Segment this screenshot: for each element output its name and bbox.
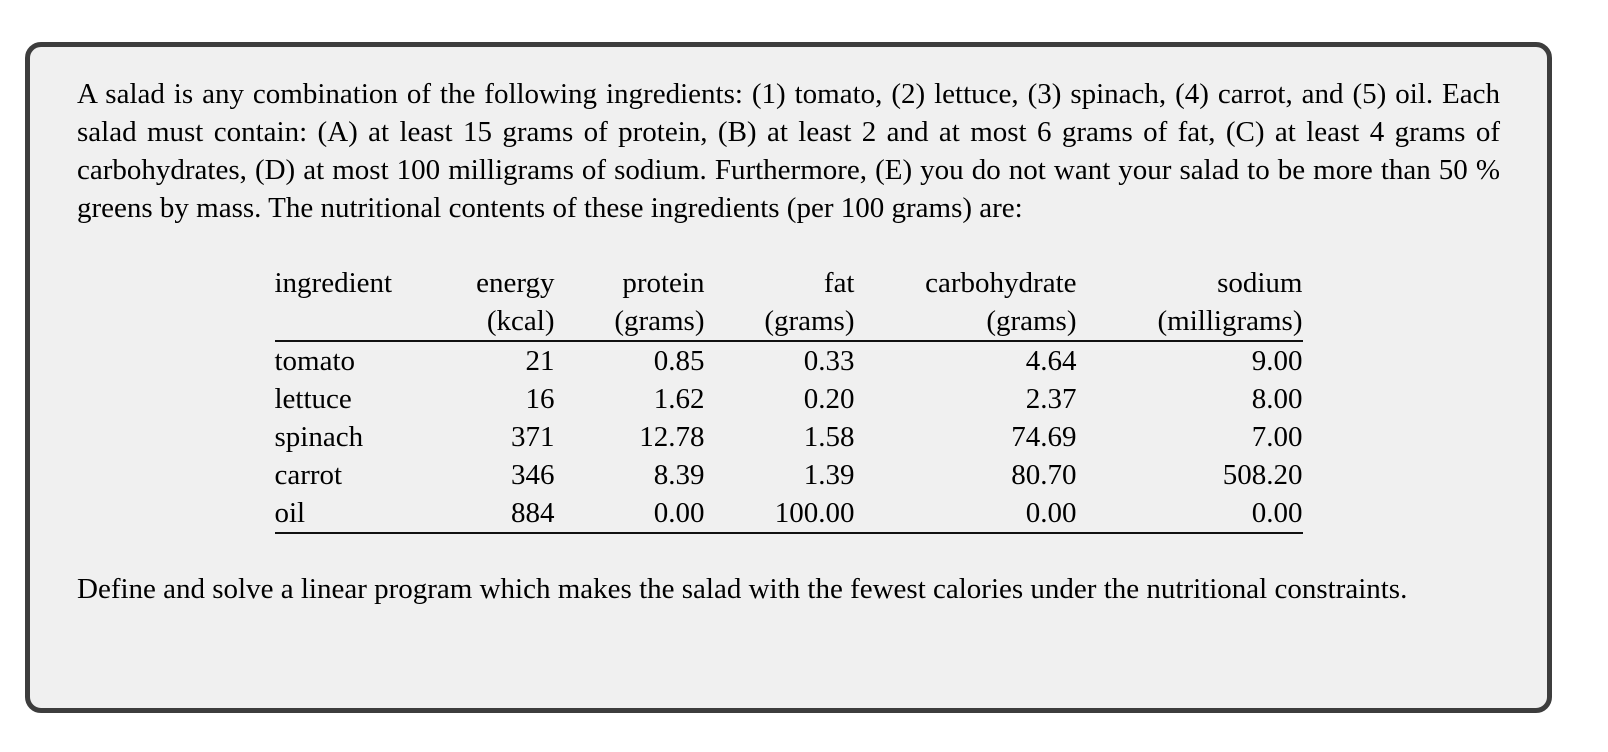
column-unit-fat: (grams) xyxy=(704,302,855,342)
task-statement: Define and solve a linear program which … xyxy=(77,573,1408,605)
column-header-fat: fat xyxy=(823,267,855,299)
problem-statement: A salad is any combination of the follow… xyxy=(77,78,1500,224)
cell-ingredient: oil xyxy=(274,494,435,534)
cell-ingredient: spinach xyxy=(274,421,364,453)
cell-energy: 21 xyxy=(525,345,555,377)
table-header-row: ingredient energy protein fat carbohydra… xyxy=(275,264,1303,302)
cell-energy: 371 xyxy=(511,421,555,453)
column-unit-energy: (kcal) xyxy=(434,302,555,342)
table-row-lettuce: lettuce 16 1.62 0.20 2.37 8.00 xyxy=(275,380,1303,418)
table-row-tomato: tomato 21 0.85 0.33 4.64 9.00 xyxy=(275,341,1303,380)
cell-fat: 1.58 xyxy=(803,421,855,453)
nutrition-table: ingredient energy protein fat carbohydra… xyxy=(274,264,1303,534)
column-header-carbohydrate: carbohydrate xyxy=(925,267,1077,299)
column-unit-sodium: (milligrams) xyxy=(1076,302,1303,342)
column-header-energy: energy xyxy=(476,267,555,299)
cell-protein: 1.62 xyxy=(653,383,705,415)
cell-sodium: 7.00 xyxy=(1251,421,1303,453)
cell-protein: 12.78 xyxy=(639,421,705,453)
cell-energy: 346 xyxy=(511,459,555,491)
table-unit-row: (kcal) (grams) (grams) (grams) (milligra… xyxy=(274,302,1303,342)
cell-ingredient: tomato xyxy=(274,345,356,377)
problem-card: A salad is any combination of the follow… xyxy=(25,42,1552,713)
table-row-oil: oil 884 0.00 100.00 0.00 0.00 xyxy=(274,494,1303,534)
cell-ingredient: lettuce xyxy=(274,383,352,415)
table-row-carrot: carrot 346 8.39 1.39 80.70 508.20 xyxy=(275,456,1303,494)
cell-fat: 0.33 xyxy=(803,345,855,377)
column-header-sodium: sodium xyxy=(1217,267,1303,299)
cell-fat: 0.20 xyxy=(803,383,855,415)
cell-protein: 0.85 xyxy=(653,345,705,377)
cell-sodium: 0.00 xyxy=(1076,494,1303,534)
cell-sodium: 8.00 xyxy=(1251,383,1303,415)
cell-carbohydrate: 74.69 xyxy=(1011,421,1077,453)
column-header-ingredient: ingredient xyxy=(274,267,393,299)
column-unit-protein: (grams) xyxy=(554,302,705,342)
cell-carbohydrate: 4.64 xyxy=(1025,345,1077,377)
cell-energy: 16 xyxy=(525,383,555,415)
cell-ingredient: carrot xyxy=(274,459,343,491)
cell-fat: 1.39 xyxy=(803,459,855,491)
cell-carbohydrate: 0.00 xyxy=(854,494,1077,534)
cell-energy: 884 xyxy=(434,494,555,534)
cell-fat: 100.00 xyxy=(704,494,855,534)
cell-protein: 8.39 xyxy=(653,459,705,491)
column-header-protein: protein xyxy=(622,267,705,299)
cell-sodium: 508.20 xyxy=(1222,459,1303,491)
cell-carbohydrate: 80.70 xyxy=(1011,459,1077,491)
table-row-spinach: spinach 371 12.78 1.58 74.69 7.00 xyxy=(275,418,1303,456)
cell-carbohydrate: 2.37 xyxy=(1025,383,1077,415)
cell-protein: 0.00 xyxy=(554,494,705,534)
column-unit-carbohydrate: (grams) xyxy=(854,302,1077,342)
column-unit-ingredient xyxy=(274,302,435,342)
cell-sodium: 9.00 xyxy=(1251,345,1303,377)
